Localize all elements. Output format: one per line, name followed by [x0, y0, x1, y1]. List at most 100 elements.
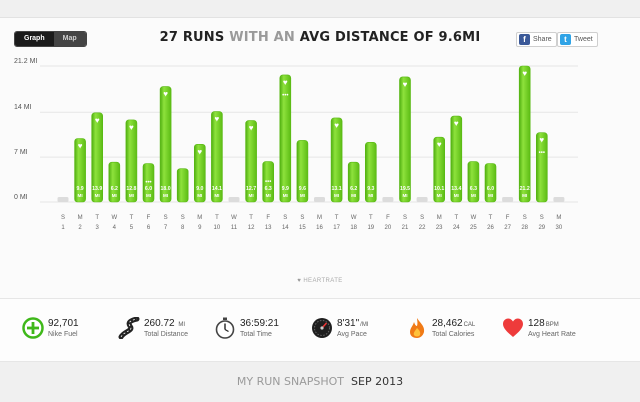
day-number-label: 23 [436, 225, 443, 231]
bar-value-label: 6.2 [350, 186, 357, 192]
day-number-label: 25 [470, 225, 477, 231]
view-toggle: Graph Map [14, 31, 87, 47]
map-tab[interactable]: Map [53, 32, 86, 46]
bar-unit-label: MI [471, 193, 476, 198]
bar-unit-label: MI [454, 193, 459, 198]
title-avg: AVG DISTANCE OF 9.6MI [299, 30, 481, 45]
run-bar [450, 115, 463, 203]
y-tick-label: 7 MI [14, 149, 28, 156]
stat-label: Total Calories [432, 331, 475, 338]
bar-value-label: 19.5 [400, 186, 410, 192]
day-number-label: 26 [487, 225, 494, 231]
bar-unit-label: MI [95, 193, 100, 198]
day-number-label: 29 [538, 225, 545, 231]
day-number-label: 7 [164, 225, 168, 231]
day-number-label: 3 [96, 225, 100, 231]
bar-dots: ••• [145, 180, 151, 186]
bar-unit-label: MI [78, 193, 83, 198]
day-number-label: 16 [316, 225, 323, 231]
bar-value-label: 9.9 [76, 186, 83, 192]
weekday-label: S [523, 215, 527, 221]
y-tick-label: 21.2 MI [14, 58, 37, 65]
weekday-label: M [317, 215, 322, 221]
bar-heart-icon: ♥ [215, 115, 220, 124]
empty-day-bar [382, 197, 394, 202]
bar-value-label: 6.3 [265, 186, 272, 192]
weekday-label: F [266, 215, 270, 221]
run-bar [399, 76, 411, 203]
day-number-label: 9 [198, 225, 202, 231]
bar-value-label: 10.1 [434, 186, 444, 192]
bar-unit-label: MI [249, 193, 254, 198]
run-bar [125, 119, 138, 203]
bar-unit-label: MI [146, 193, 151, 198]
bar-value-label: 14.1 [212, 186, 222, 192]
facebook-share-button[interactable]: f Share [516, 32, 557, 47]
run-bar [330, 117, 343, 203]
empty-day-bar [553, 197, 565, 202]
bar-heart-icon: ♥ [454, 119, 459, 128]
bar-unit-label: MI [334, 193, 339, 198]
twitter-icon: t [560, 34, 571, 45]
snapshot-title: MY RUN SNAPSHOT SEP 2013 [0, 375, 640, 388]
run-bar [159, 86, 172, 203]
day-number-label: 4 [113, 225, 117, 231]
bar-heart-icon: ♥ [129, 123, 134, 132]
day-number-label: 11 [231, 225, 238, 231]
heart-icon: ♥ [297, 278, 302, 284]
day-number-label: 6 [147, 225, 151, 231]
day-number-label: 20 [385, 225, 392, 231]
day-number-label: 21 [402, 225, 409, 231]
snapshot-period: SEP 2013 [351, 375, 404, 388]
empty-day-bar [416, 197, 428, 202]
day-number-label: 28 [521, 225, 528, 231]
bar-unit-label: MI [266, 193, 271, 198]
run-bar [91, 112, 103, 203]
weekday-label: W [351, 215, 357, 221]
heartrate-legend-label: HEARTRATE [303, 278, 343, 284]
bar-value-label: 9.6 [299, 186, 306, 192]
weekday-label: T [369, 215, 373, 221]
day-number-label: 30 [556, 225, 563, 231]
bar-value-label: 6.2 [111, 186, 118, 192]
run-bar [245, 120, 257, 203]
weekday-label: M [556, 215, 561, 221]
graph-tab[interactable]: Graph [15, 32, 54, 46]
weekday-label: F [386, 215, 390, 221]
run-bar [364, 142, 377, 203]
run-bar [176, 168, 189, 203]
run-bar [347, 161, 360, 203]
day-number-label: 24 [453, 225, 460, 231]
twitter-tweet-label: Tweet [574, 36, 593, 43]
stat-value: 28,462CAL [432, 318, 476, 329]
weekday-label: M [437, 215, 442, 221]
run-bar [467, 161, 480, 203]
weekday-label: T [215, 215, 219, 221]
nike-fuel-icon [22, 317, 44, 339]
stat-value: 92,701 [48, 318, 79, 329]
run-bar [142, 163, 155, 203]
day-number-label: 12 [248, 225, 255, 231]
empty-day-bar [502, 197, 514, 202]
weekday-label: T [489, 215, 493, 221]
day-number-label: 2 [78, 225, 82, 231]
stat-label: Avg Pace [337, 331, 367, 338]
bar-unit-label: MI [300, 193, 305, 198]
heart-icon [503, 318, 523, 337]
weekday-label: F [506, 215, 510, 221]
day-number-label: 15 [299, 225, 306, 231]
stat-label: Nike Fuel [48, 331, 78, 338]
weekday-label: T [130, 215, 134, 221]
bar-value-label: 12.7 [246, 186, 256, 192]
run-bar [484, 163, 497, 203]
bar-value-label: 13.1 [332, 186, 342, 192]
twitter-tweet-button[interactable]: t Tweet [557, 32, 598, 47]
facebook-icon: f [519, 34, 530, 45]
facebook-share-label: Share [533, 36, 552, 43]
day-number-label: 10 [214, 225, 221, 231]
bar-value-label: 21.2 [520, 186, 530, 192]
day-number-label: 19 [367, 225, 374, 231]
bar-heart-icon: ♥ [403, 80, 408, 89]
footer: MY RUN SNAPSHOT SEP 2013 [0, 362, 640, 402]
bar-unit-label: MI [488, 193, 493, 198]
